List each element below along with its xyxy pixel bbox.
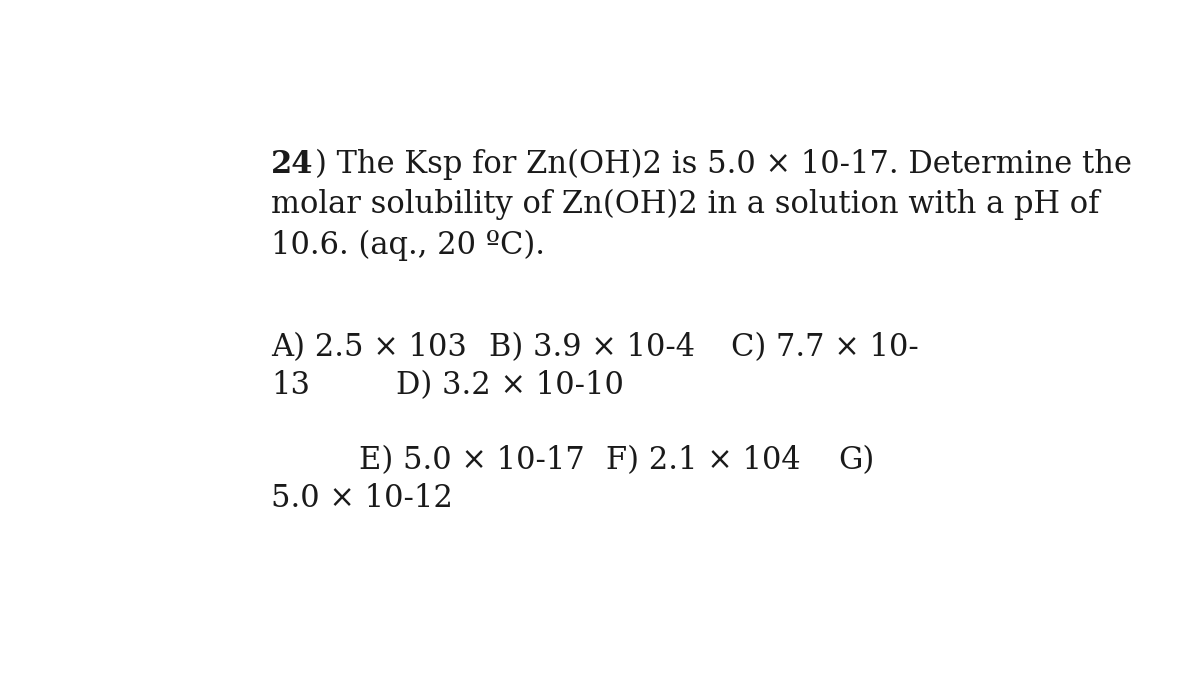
Text: C) 7.7 × 10-: C) 7.7 × 10- (731, 332, 919, 363)
Text: E) 5.0 × 10-17: E) 5.0 × 10-17 (359, 445, 586, 476)
Text: A) 2.5 × 103: A) 2.5 × 103 (271, 332, 467, 363)
Text: F) 2.1 × 104: F) 2.1 × 104 (606, 445, 800, 476)
Text: 24: 24 (271, 148, 313, 180)
Text: G): G) (839, 445, 875, 476)
Text: B) 3.9 × 10-4: B) 3.9 × 10-4 (490, 332, 696, 363)
Text: 13: 13 (271, 370, 310, 400)
Text: ) The Ksp for Zn(OH)2 is 5.0 × 10-17. Determine the: ) The Ksp for Zn(OH)2 is 5.0 × 10-17. De… (316, 148, 1133, 180)
Text: molar solubility of Zn(OH)2 in a solution with a pH of: molar solubility of Zn(OH)2 in a solutio… (271, 189, 1099, 220)
Text: 5.0 × 10-12: 5.0 × 10-12 (271, 483, 452, 514)
Text: 10.6. (aq., 20 ºC).: 10.6. (aq., 20 ºC). (271, 230, 545, 260)
Text: D) 3.2 × 10-10: D) 3.2 × 10-10 (396, 370, 624, 400)
